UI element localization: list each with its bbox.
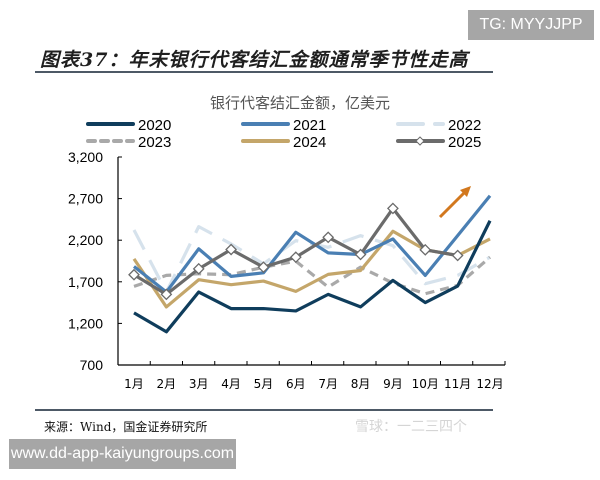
y-tick-label: 3,200 <box>68 149 103 165</box>
legend-label-2023: 2023 <box>138 134 171 151</box>
y-tick-label: 1,700 <box>68 274 103 290</box>
series-line-2020 <box>133 220 492 334</box>
legend-label-2024: 2024 <box>293 134 326 151</box>
legend-label-2022: 2022 <box>448 117 481 134</box>
legend-marker-2025 <box>415 136 425 146</box>
figure-title: 图表37：年末银行代客结汇金额通常季节性走高 <box>40 49 469 71</box>
x-tick-label: 4月 <box>221 377 241 391</box>
x-tick-label: 3月 <box>189 377 209 391</box>
x-tick-label: 10月 <box>412 377 439 391</box>
x-tick-label: 6月 <box>286 377 306 391</box>
x-tick-label: 5月 <box>254 377 274 391</box>
chart-title: 银行代客结汇金额，亿美元 <box>209 94 390 112</box>
x-tick-label: 7月 <box>318 377 338 391</box>
data-point-2025 <box>386 202 399 215</box>
x-tick-label: 11月 <box>444 377 471 391</box>
x-tick-label: 1月 <box>124 377 144 391</box>
x-tick-label: 8月 <box>351 377 371 391</box>
trend-arrow <box>438 190 467 219</box>
data-point-2025 <box>225 243 238 256</box>
data-point-2025 <box>257 261 270 274</box>
series-line-2021 <box>133 194 492 294</box>
trend-arrow-head <box>460 186 471 197</box>
x-tick-label: 12月 <box>476 377 503 391</box>
watermark-xueqiu: 雪球：一二三四个 <box>355 419 467 435</box>
y-tick-label: 2,700 <box>68 191 103 207</box>
x-tick-label: 2月 <box>157 377 177 391</box>
y-tick-label: 2,200 <box>68 232 103 248</box>
source-divider <box>35 409 493 411</box>
watermark-site: www.dd-app-kaiyungroups.com <box>9 439 236 469</box>
y-tick-label: 700 <box>80 357 104 373</box>
data-point-2025 <box>128 268 140 281</box>
legend-label-2021: 2021 <box>293 117 326 134</box>
data-point-2025 <box>419 243 432 256</box>
watermark-tg: TG: MYYJJPP <box>468 10 594 40</box>
title-divider <box>35 71 493 73</box>
x-tick-label: 9月 <box>383 377 403 391</box>
data-point-2025 <box>289 251 302 264</box>
data-point-2025 <box>354 248 367 261</box>
legend-label-2025: 2025 <box>448 134 481 151</box>
data-point-2025 <box>192 262 205 275</box>
data-point-2025 <box>451 249 464 262</box>
y-tick-label: 1,200 <box>68 315 103 331</box>
data-point-2025 <box>160 288 173 301</box>
data-point-2025 <box>322 231 335 244</box>
legend-label-2020: 2020 <box>138 117 171 134</box>
source-note: 来源：Wind，国金证券研究所 <box>44 420 208 434</box>
